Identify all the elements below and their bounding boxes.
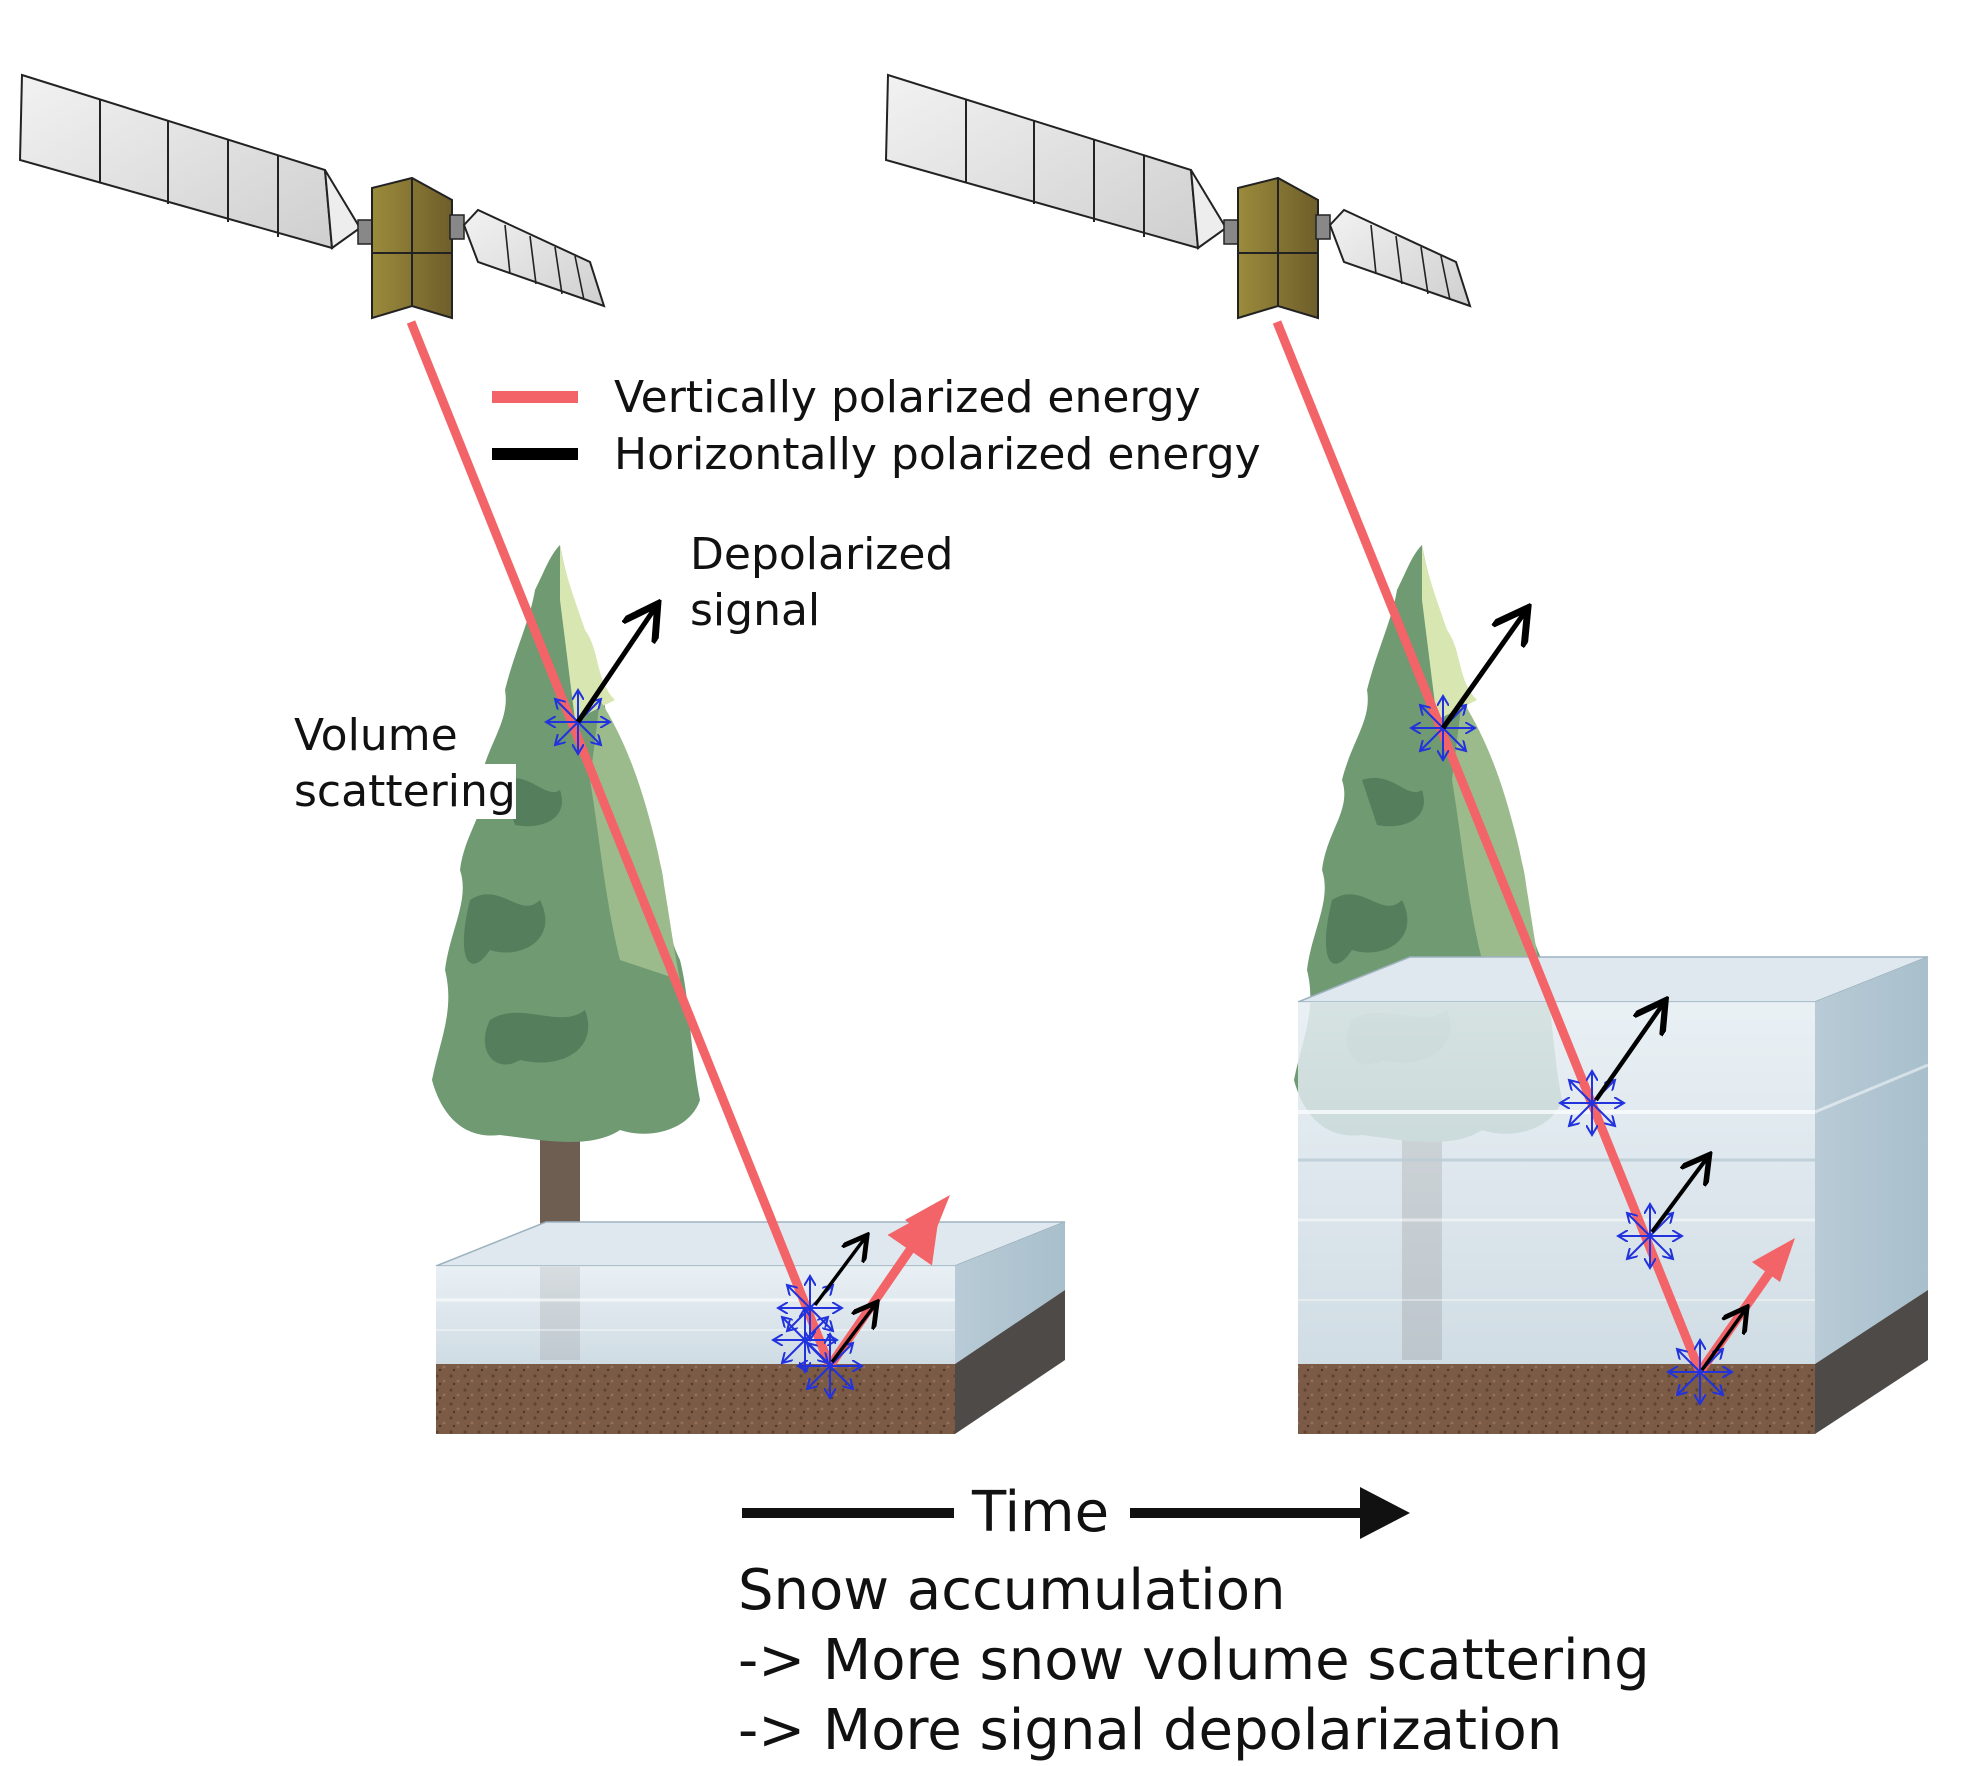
scatter-star-icon: [773, 1308, 837, 1372]
depolarized-arrow: [830, 1305, 875, 1364]
scatter-star-icon: [1560, 1071, 1624, 1135]
time-arrow-head: [1360, 1487, 1410, 1539]
vertical-beam-left: [406, 320, 835, 1368]
satellite-icon: [19, 74, 605, 319]
scatter-star-icon: [778, 1276, 842, 1340]
depolarized-arrow: [1440, 612, 1525, 730]
soil-block: [1298, 1290, 1928, 1434]
soil-block: [436, 1290, 1065, 1434]
left-scene: [19, 74, 1066, 1434]
time-label: Time: [972, 1480, 1110, 1545]
snowpack-block: [435, 1221, 1066, 1364]
depolarized-label-line2: signal: [690, 585, 821, 636]
vertical-beam-right: [1272, 320, 1705, 1374]
right-scene: [885, 74, 1929, 1434]
scatter-star-icon: [1618, 1204, 1682, 1268]
depolarized-arrow: [1594, 1004, 1663, 1102]
caption-line1: Snow accumulation: [738, 1558, 1286, 1623]
legend-vertical-label: Vertically polarized energy: [614, 372, 1201, 423]
caption-line3: -> More signal depolarization: [738, 1698, 1563, 1763]
scatter-star-icon: [1668, 1340, 1732, 1404]
depolarized-arrow: [575, 608, 655, 724]
depolarized-arrow: [813, 1238, 865, 1307]
legend-horizontal-label: Horizontally polarized energy: [614, 429, 1261, 480]
depolarized-label-line1: Depolarized: [690, 529, 954, 580]
volume-label-line2: scattering: [294, 764, 516, 819]
depolarized-arrow: [1650, 1158, 1707, 1234]
depolarized-arrow: [1700, 1310, 1745, 1372]
satellite-icon: [885, 74, 1471, 319]
caption-line2: -> More snow volume scattering: [738, 1628, 1650, 1693]
volume-label-line1: Volume: [294, 710, 458, 761]
